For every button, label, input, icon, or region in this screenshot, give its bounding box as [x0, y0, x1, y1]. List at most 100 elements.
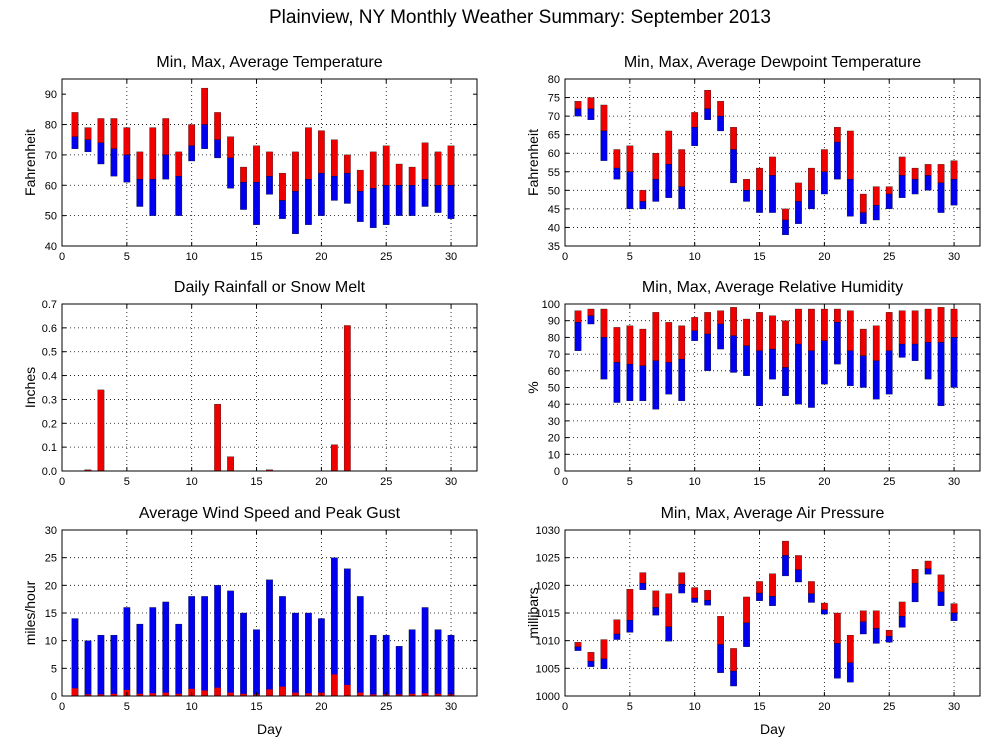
figure-title: Plainview, NY Monthly Weather Summary: S… — [269, 7, 771, 28]
temperature-bar-min — [421, 179, 429, 207]
humidity-bar-min — [821, 340, 828, 385]
dewpoint-bar-min — [924, 175, 932, 191]
pressure-bar-min — [613, 633, 621, 640]
humidity-bar-max — [808, 308, 815, 351]
chart-temperature: Min, Max, Average Temperature40506070809… — [22, 54, 478, 263]
dewpoint-bar-min — [911, 179, 919, 195]
dewpoint-bar-max — [756, 167, 763, 191]
humidity-ytick-label: 0 — [554, 466, 560, 478]
pressure-bar-min — [665, 626, 673, 642]
wind-bar-gust — [227, 590, 234, 697]
temperature-bar-max — [421, 142, 429, 180]
dewpoint-ytick-label: 50 — [548, 185, 560, 197]
dewpoint-bar-min — [691, 127, 699, 146]
pressure-bar-max — [730, 648, 737, 672]
rainfall-ylabel: Inches — [22, 367, 38, 408]
dewpoint-bar-min — [743, 190, 750, 202]
pressure-bar-min — [639, 582, 647, 590]
temperature-bar-max — [343, 154, 351, 174]
temperature-bar-min — [434, 185, 442, 213]
dewpoint-bar-max — [691, 112, 699, 128]
dewpoint-plot-frame — [564, 78, 981, 247]
wind-bar-gust — [395, 646, 403, 697]
dewpoint-bar-max — [587, 97, 595, 109]
humidity-bar-max — [704, 312, 712, 335]
wind-bar-avg — [279, 686, 286, 696]
temperature-ylabel: Fahrenheit — [22, 129, 38, 196]
temperature-bar-max — [408, 166, 416, 186]
wind-bar-avg — [305, 693, 312, 696]
wind-bar-gust — [175, 623, 183, 697]
temperature-bar-min — [253, 182, 260, 225]
humidity-bar-max — [730, 307, 737, 336]
humidity-ylabel: % — [525, 381, 541, 393]
temperature-bar-max — [214, 112, 221, 140]
pressure-bar-min — [691, 597, 699, 603]
temperature-bar-max — [175, 151, 183, 177]
pressure-bar-max — [924, 560, 932, 569]
temperature-bar-min — [240, 182, 247, 210]
humidity-bar-max — [898, 310, 906, 345]
humidity-bar-min — [885, 350, 893, 395]
wind-xtick-label: 0 — [59, 701, 65, 713]
temperature-xtick-label: 0 — [59, 251, 65, 263]
dewpoint-bar-max — [898, 156, 906, 176]
dewpoint-bar-min — [652, 179, 660, 202]
dewpoint-bar-min — [613, 167, 621, 180]
humidity-ytick-label: 30 — [548, 416, 560, 428]
dewpoint-bar-min — [937, 182, 945, 213]
humidity-bar-max — [937, 307, 945, 343]
wind-bar-avg — [434, 693, 442, 696]
temperature-bar-max — [382, 145, 390, 186]
wind-bar-gust — [382, 634, 390, 697]
humidity-bar-max — [678, 325, 686, 360]
pressure-bar-max — [613, 619, 621, 635]
humidity-bar-min — [639, 365, 647, 402]
dewpoint-bar-min — [626, 171, 634, 210]
wind-bar-gust — [188, 596, 196, 697]
dewpoint-bar-min — [885, 193, 893, 210]
pressure-bar-min — [898, 616, 906, 628]
pressure-bar-min — [756, 592, 763, 601]
humidity-bar-max — [821, 308, 828, 341]
rainfall-bar — [97, 389, 105, 472]
dewpoint-bar-min — [808, 190, 815, 210]
wind-bar-avg — [240, 693, 247, 696]
dewpoint-bar-max — [885, 186, 893, 195]
wind-bar-gust — [214, 585, 221, 697]
humidity-bar-max — [795, 308, 802, 345]
wind-bar-gust — [123, 607, 131, 697]
pressure-ylabel: millibars — [525, 587, 541, 638]
rainfall-bar — [227, 456, 234, 472]
dewpoint-bar-max — [911, 167, 919, 180]
humidity-bar-min — [704, 333, 712, 371]
wind-bar-gust — [318, 618, 325, 697]
dewpoint-xtick-label: 5 — [627, 251, 633, 263]
temperature-bar-max — [227, 136, 234, 159]
humidity-bar-min — [795, 343, 802, 405]
dewpoint-bar-min — [600, 130, 608, 161]
humidity-bar-min — [782, 367, 789, 396]
wind-bar-gust — [292, 612, 299, 697]
dewpoint-bar-max — [782, 208, 789, 221]
humidity-bar-min — [730, 335, 737, 373]
dewpoint-ytick-label: 60 — [548, 148, 560, 160]
humidity-bar-min — [613, 362, 621, 403]
wind-bar-gust — [305, 612, 312, 697]
wind-bar-gust — [343, 568, 351, 697]
dewpoint-bar-min — [833, 141, 841, 180]
humidity-bar-max — [885, 312, 893, 351]
pressure-bar-max — [652, 590, 660, 608]
humidity-bar-min — [898, 343, 906, 358]
pressure-xtick-label: 30 — [948, 701, 960, 713]
temperature-bar-max — [434, 151, 442, 186]
temperature-bar-min — [369, 188, 377, 228]
dewpoint-bar-max — [717, 101, 724, 117]
temperature-xtick-label: 30 — [445, 251, 457, 263]
temperature-bar-max — [318, 130, 325, 174]
pressure-bar-max — [626, 589, 634, 621]
pressure-ytick-label: 1000 — [536, 691, 560, 703]
dewpoint-bar-max — [769, 156, 776, 176]
temperature-bar-max — [110, 118, 118, 149]
